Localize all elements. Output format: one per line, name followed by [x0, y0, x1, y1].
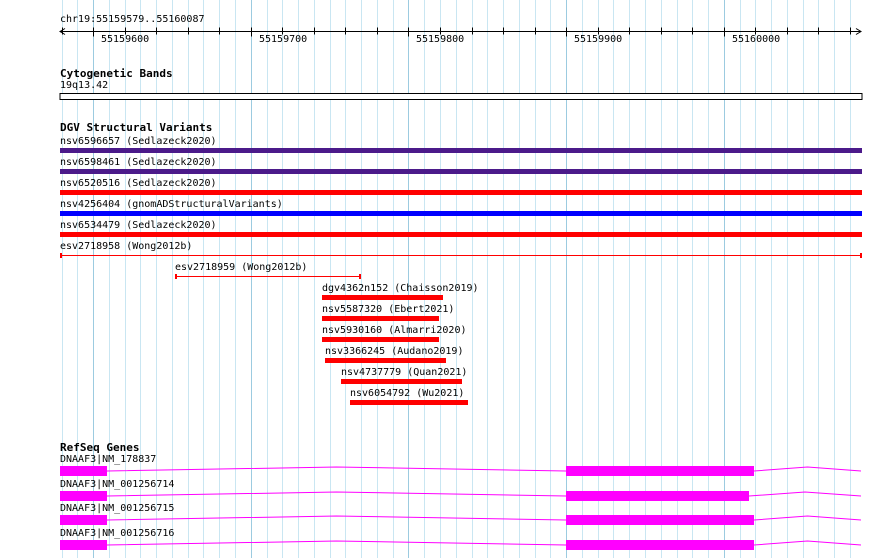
sv-label-nsv4737779: nsv4737779 (Quan2021): [341, 367, 468, 378]
intron-line: [106, 515, 567, 521]
sv-label-dgv4362n152: dgv4362n152 (Chaisson2019): [322, 283, 479, 294]
sv-label-nsv3366245: nsv3366245 (Audano2019): [325, 346, 464, 357]
ruler-tick-label: 55159600: [101, 34, 150, 45]
transcript-model[interactable]: [60, 466, 862, 476]
exon-block: [566, 491, 749, 501]
sv-feature-nsv6520516[interactable]: [60, 190, 862, 195]
exon-block: [60, 466, 107, 476]
sv-feature-nsv4256404[interactable]: [60, 211, 862, 216]
ruler-tick-label: 55159900: [574, 34, 623, 45]
intron-line: [106, 466, 567, 472]
sv-label-nsv4256404: nsv4256404 (gnomADStructuralVariants): [60, 199, 283, 210]
ruler-left-arrow: [59, 28, 66, 35]
dgv-track-title: DGV Structural Variants: [60, 121, 213, 134]
exon-block: [566, 540, 754, 550]
sv-feature-esv2718958[interactable]: [60, 253, 862, 258]
exon-block: [60, 491, 107, 501]
sv-feature-esv2718959[interactable]: [175, 274, 361, 279]
intron-line: [106, 491, 567, 497]
sv-feature-dgv4362n152[interactable]: [322, 295, 443, 300]
refseq-track-title: RefSeq Genes: [60, 441, 140, 454]
exon-block: [60, 540, 107, 550]
sv-feature-nsv4737779[interactable]: [341, 379, 462, 384]
ruler-tick-label: 55159700: [259, 34, 308, 45]
transcript-model[interactable]: [60, 491, 862, 501]
intron-line: [748, 491, 862, 497]
sv-feature-nsv5930160[interactable]: [322, 337, 439, 342]
sv-label-nsv5587320: nsv5587320 (Ebert2021): [322, 304, 455, 315]
sv-label-esv2718958: esv2718958 (Wong2012b): [60, 241, 193, 252]
sv-label-nsv5930160: nsv5930160 (Almarri2020): [322, 325, 467, 336]
exon-block: [566, 466, 754, 476]
intron-line: [753, 515, 862, 521]
transcript-label: DNAAF3|NM_001256715: [60, 503, 175, 514]
sv-feature-nsv6596657[interactable]: [60, 148, 862, 153]
ruler-tick-label: 55159800: [416, 34, 465, 45]
sv-feature-nsv5587320[interactable]: [322, 316, 439, 321]
transcript-model[interactable]: [60, 515, 862, 525]
sv-feature-nsv6534479[interactable]: [60, 232, 862, 237]
ruler-right-arrow: [855, 28, 862, 35]
transcript-label: DNAAF3|NM_001256714: [60, 479, 175, 490]
sv-label-nsv6596657: nsv6596657 (Sedlazeck2020): [60, 136, 217, 147]
sv-label-nsv6054792: nsv6054792 (Wu2021): [350, 388, 465, 399]
sv-feature-nsv6054792[interactable]: [350, 400, 468, 405]
sv-label-esv2718959: esv2718959 (Wong2012b): [175, 262, 308, 273]
intron-line: [106, 540, 567, 546]
cytoband-bar: [59, 93, 863, 100]
intron-line: [753, 540, 862, 546]
exon-block: [60, 515, 107, 525]
sv-label-nsv6520516: nsv6520516 (Sedlazeck2020): [60, 178, 217, 189]
transcript-model[interactable]: [60, 540, 862, 550]
intron-line: [753, 466, 862, 472]
sv-feature-nsv3366245[interactable]: [325, 358, 446, 363]
cytoband-label: 19q13.42: [60, 80, 109, 91]
cytoband-track-title: Cytogenetic Bands: [60, 67, 173, 80]
exon-block: [566, 515, 754, 525]
sv-label-nsv6534479: nsv6534479 (Sedlazeck2020): [60, 220, 217, 231]
location-label: chr19:55159579..55160087: [60, 14, 205, 25]
transcript-label: DNAAF3|NM_001256716: [60, 528, 175, 539]
ruler-tick-label: 55160000: [732, 34, 781, 45]
transcript-label: DNAAF3|NM_178837: [60, 454, 157, 465]
sv-feature-nsv6598461[interactable]: [60, 169, 862, 174]
sv-label-nsv6598461: nsv6598461 (Sedlazeck2020): [60, 157, 217, 168]
